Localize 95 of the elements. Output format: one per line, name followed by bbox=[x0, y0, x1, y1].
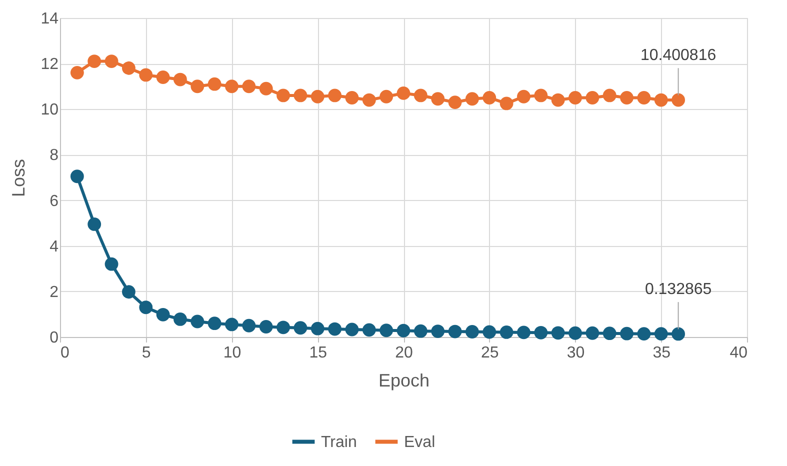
point bbox=[139, 300, 153, 314]
point bbox=[465, 92, 479, 106]
annotation: 10.400816 bbox=[640, 47, 716, 64]
point bbox=[139, 68, 153, 82]
point bbox=[174, 312, 187, 326]
point bbox=[156, 70, 170, 84]
point bbox=[672, 93, 686, 107]
x-tick-label: 0 bbox=[60, 344, 70, 362]
point bbox=[602, 326, 616, 340]
point bbox=[345, 322, 359, 336]
point bbox=[586, 91, 600, 104]
point bbox=[380, 90, 394, 104]
point bbox=[362, 323, 376, 337]
legend-label: Eval bbox=[404, 434, 436, 451]
y-tick-label: 10 bbox=[40, 102, 59, 119]
point bbox=[88, 218, 102, 231]
legend-label: Train bbox=[321, 434, 357, 451]
y-axis-title: Loss bbox=[8, 158, 29, 198]
point bbox=[620, 326, 634, 340]
point bbox=[568, 326, 582, 340]
point bbox=[208, 316, 222, 330]
point bbox=[328, 88, 342, 102]
point bbox=[654, 93, 668, 107]
point bbox=[208, 77, 222, 91]
point bbox=[225, 80, 238, 94]
point bbox=[310, 322, 324, 336]
point bbox=[482, 325, 496, 339]
point bbox=[310, 90, 324, 104]
x-tick-label: 30 bbox=[566, 344, 585, 362]
point bbox=[190, 80, 204, 94]
point bbox=[500, 326, 514, 339]
point bbox=[328, 322, 342, 336]
point bbox=[396, 324, 410, 338]
x-tick-label: 40 bbox=[730, 344, 748, 362]
point bbox=[637, 327, 651, 341]
x-tick-label: 5 bbox=[142, 344, 151, 362]
annotation: 0.132865 bbox=[644, 280, 712, 298]
point bbox=[431, 92, 445, 106]
point bbox=[534, 326, 548, 340]
x-tick-label: 20 bbox=[395, 344, 413, 362]
point bbox=[551, 326, 565, 340]
point bbox=[568, 91, 582, 104]
x-tick-label: 15 bbox=[309, 344, 328, 362]
point bbox=[637, 91, 651, 104]
x-tick-label: 25 bbox=[480, 344, 499, 362]
point bbox=[294, 88, 308, 102]
point bbox=[122, 285, 136, 299]
y-tick-label: 14 bbox=[40, 10, 59, 28]
point bbox=[276, 88, 290, 102]
x-axis-title: Epoch bbox=[378, 370, 430, 390]
point bbox=[448, 96, 462, 109]
y-tick-label: 12 bbox=[40, 56, 59, 74]
point bbox=[465, 325, 479, 338]
y-tick-label: 2 bbox=[50, 284, 59, 301]
point bbox=[517, 326, 530, 340]
point bbox=[448, 324, 462, 338]
point bbox=[380, 324, 394, 338]
point bbox=[414, 88, 428, 102]
point bbox=[482, 91, 496, 104]
point bbox=[225, 318, 238, 332]
point bbox=[122, 61, 136, 75]
point bbox=[602, 88, 616, 102]
point bbox=[242, 80, 256, 94]
y-tick-label: 4 bbox=[50, 238, 59, 256]
point bbox=[551, 93, 565, 107]
point bbox=[654, 327, 668, 341]
point bbox=[586, 326, 600, 340]
point bbox=[345, 91, 359, 104]
point bbox=[414, 324, 428, 338]
point bbox=[396, 86, 410, 100]
point bbox=[70, 66, 84, 80]
point bbox=[156, 308, 170, 322]
point bbox=[259, 320, 273, 334]
point bbox=[190, 314, 204, 328]
y-tick-label: 0 bbox=[50, 330, 59, 346]
point bbox=[500, 96, 514, 110]
point bbox=[431, 324, 445, 338]
point bbox=[70, 170, 84, 184]
point bbox=[259, 82, 273, 96]
point bbox=[104, 54, 118, 68]
y-tick-label: 6 bbox=[50, 192, 59, 210]
point bbox=[174, 72, 187, 86]
point bbox=[294, 321, 308, 335]
x-tick-label: 35 bbox=[652, 344, 671, 362]
point bbox=[620, 91, 634, 104]
x-tick-label: 10 bbox=[223, 344, 242, 362]
point bbox=[276, 320, 290, 334]
point bbox=[104, 257, 118, 271]
point bbox=[517, 90, 530, 104]
point bbox=[672, 327, 686, 341]
y-tick-label: 8 bbox=[50, 147, 59, 164]
point bbox=[88, 54, 102, 68]
point bbox=[362, 93, 376, 107]
point bbox=[534, 88, 548, 102]
point bbox=[242, 318, 256, 332]
